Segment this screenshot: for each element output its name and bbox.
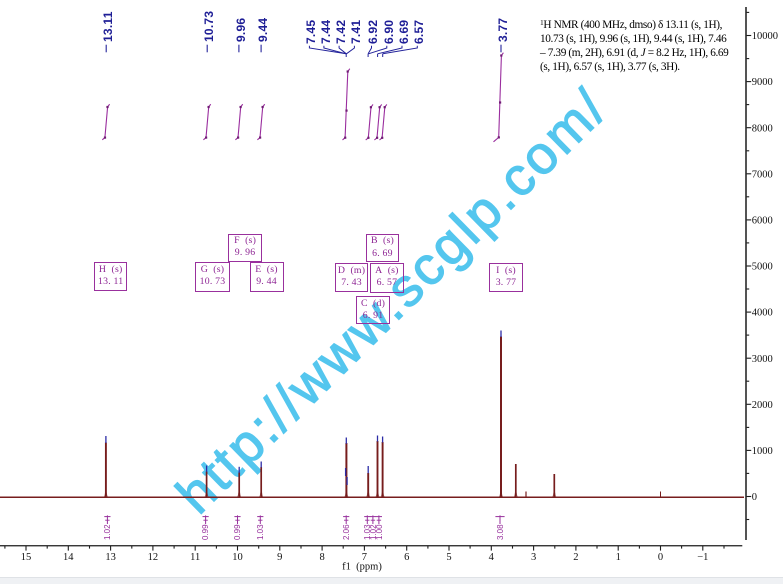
svg-text:5000: 5000 (752, 262, 773, 273)
svg-text:12: 12 (148, 552, 159, 563)
svg-text:10000: 10000 (752, 31, 778, 42)
svg-text:15: 15 (21, 552, 32, 563)
svg-text:8000: 8000 (752, 123, 773, 134)
svg-text:0: 0 (752, 492, 757, 503)
svg-text:1: 1 (616, 552, 621, 563)
svg-text:6000: 6000 (752, 216, 773, 227)
svg-text:5: 5 (446, 552, 451, 563)
svg-text:−1: −1 (697, 552, 708, 563)
svg-text:7000: 7000 (752, 169, 773, 180)
svg-text:8: 8 (319, 552, 324, 563)
svg-text:2: 2 (573, 552, 578, 563)
svg-text:14: 14 (63, 552, 74, 563)
svg-text:4: 4 (489, 552, 495, 563)
svg-text:1000: 1000 (752, 446, 773, 457)
svg-text:13: 13 (105, 552, 116, 563)
svg-text:2000: 2000 (752, 400, 773, 411)
svg-text:9: 9 (277, 552, 282, 563)
svg-text:11: 11 (190, 552, 200, 563)
svg-text:f1 (ppm): f1 (ppm) (342, 562, 382, 573)
svg-text:6: 6 (404, 552, 409, 563)
svg-text:3: 3 (531, 552, 536, 563)
svg-text:4000: 4000 (752, 308, 773, 319)
svg-text:7: 7 (362, 552, 367, 563)
svg-text:9000: 9000 (752, 77, 773, 88)
svg-text:10: 10 (232, 552, 243, 563)
svg-text:0: 0 (658, 552, 663, 563)
svg-text:3000: 3000 (752, 354, 773, 365)
